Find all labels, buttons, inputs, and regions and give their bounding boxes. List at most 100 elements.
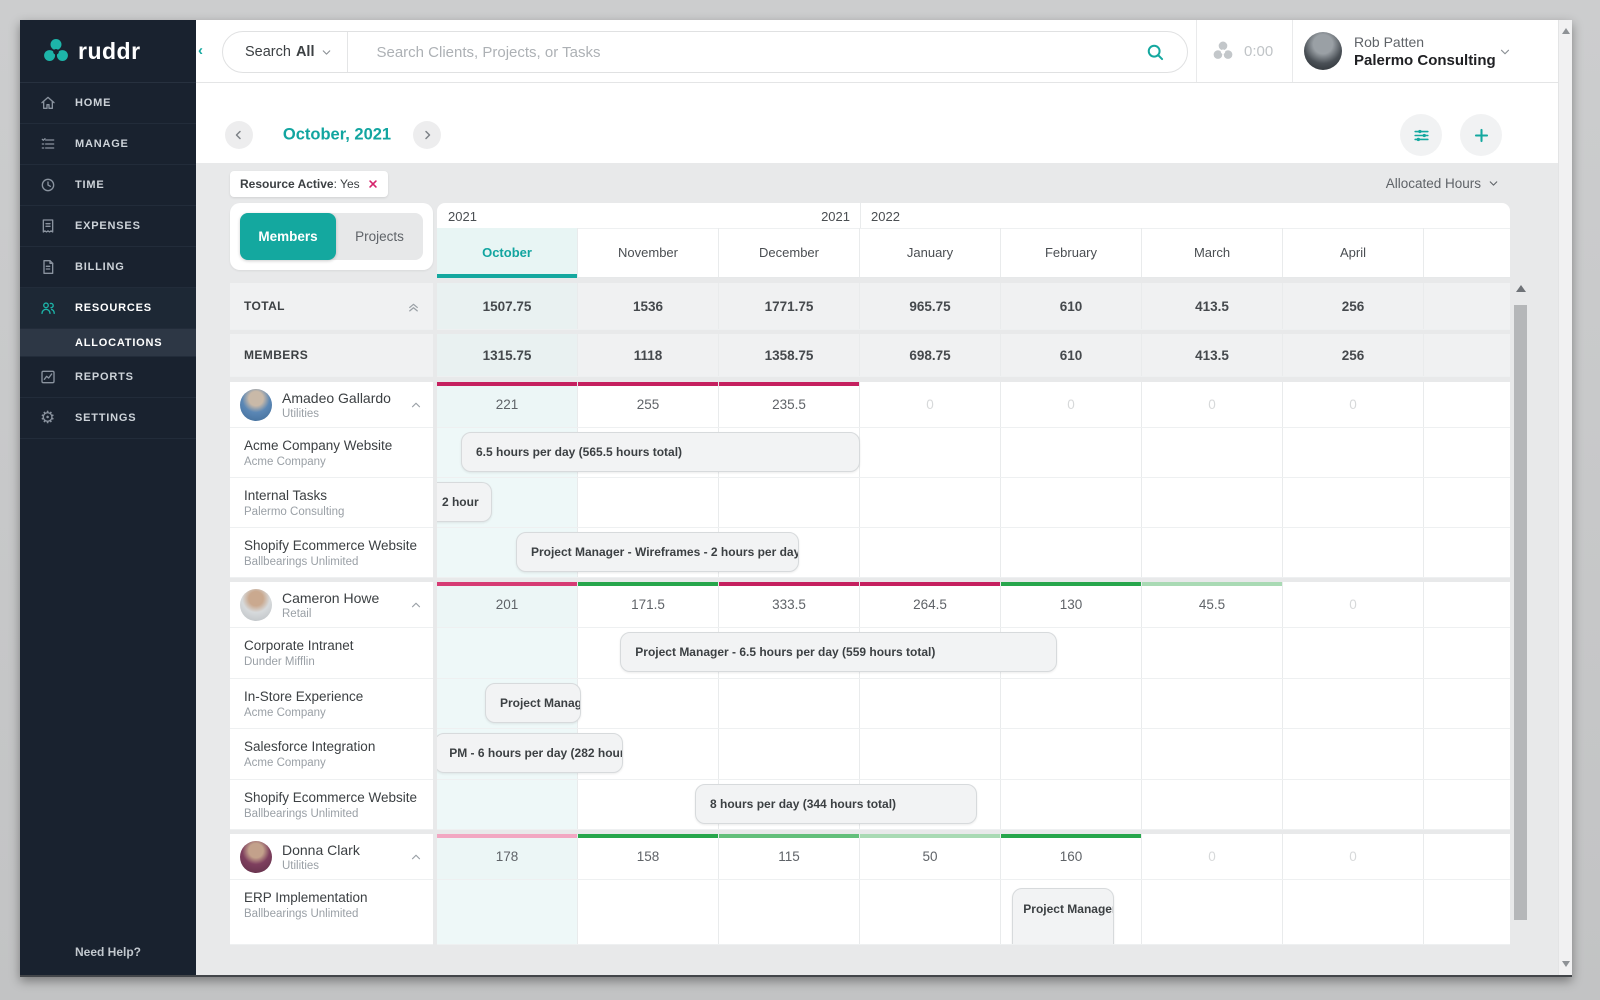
members-values-row: 1315.75 1118 1358.75 698.75 610 413.5 25… bbox=[437, 334, 1510, 377]
hours-cell: 0 bbox=[1283, 382, 1424, 427]
project-row-header[interactable]: Acme Company Website Acme Company bbox=[230, 428, 433, 478]
allocation-bar[interactable]: Project Manager - 8 h bbox=[1012, 888, 1114, 944]
next-period-button[interactable] bbox=[413, 121, 441, 149]
hours-cell: 201 bbox=[437, 582, 578, 627]
chevron-up-icon[interactable] bbox=[409, 398, 423, 412]
workspace-name: Palermo Consulting bbox=[1354, 51, 1496, 69]
global-search: Search All bbox=[222, 31, 1188, 73]
sidebar-item-home[interactable]: HOME bbox=[20, 83, 196, 124]
sidebar-collapse-icon[interactable]: ‹ bbox=[198, 42, 203, 59]
user-menu[interactable]: Rob Patten Palermo Consulting bbox=[1304, 20, 1496, 82]
scrollbar-thumb[interactable] bbox=[1514, 305, 1527, 920]
need-help-link[interactable]: Need Help? bbox=[74, 945, 141, 959]
search-scope-dropdown[interactable]: Search All bbox=[223, 44, 347, 60]
project-row-header[interactable]: Corporate Intranet Dunder Mifflin bbox=[230, 628, 433, 679]
total-cell bbox=[1424, 283, 1510, 329]
sidebar-item-manage[interactable]: MANAGE bbox=[20, 124, 196, 165]
members-row-header: MEMBERS bbox=[230, 334, 433, 377]
filter-chip-resource-active[interactable]: Resource Active : Yes bbox=[230, 171, 388, 197]
utilization-strip bbox=[578, 382, 718, 386]
sidebar-item-time[interactable]: TIME bbox=[20, 165, 196, 206]
month-header-november[interactable]: November bbox=[578, 228, 719, 277]
hours-cell: 171.5 bbox=[578, 582, 719, 627]
month-header-december[interactable]: December bbox=[719, 228, 860, 277]
hours-mode-dropdown[interactable]: Allocated Hours bbox=[1386, 176, 1500, 191]
allocation-bar[interactable]: PM - 6 hours per day (282 hours bbox=[437, 733, 624, 773]
hours-cell: 0 bbox=[1142, 382, 1283, 427]
project-row-header[interactable]: Salesforce Integration Acme Company bbox=[230, 729, 433, 780]
total-cell: 1507.75 bbox=[437, 283, 578, 329]
month-header-march[interactable]: March bbox=[1142, 228, 1283, 277]
allocation-bar[interactable]: 8 hours per day (344 hours total) bbox=[695, 784, 978, 824]
utilization-strip bbox=[1001, 582, 1141, 586]
project-row-header[interactable]: Shopify Ecommerce Website Ballbearings Un… bbox=[230, 780, 433, 830]
month-header-october[interactable]: October bbox=[437, 228, 578, 278]
topbar: ‹ Search All 0:00 Rob Patten bbox=[196, 20, 1558, 83]
filters-button[interactable] bbox=[1400, 114, 1442, 156]
sidebar-item-billing[interactable]: BILLING bbox=[20, 247, 196, 288]
member-row[interactable]: Cameron Howe Retail bbox=[230, 582, 433, 628]
hours-cell: 0 bbox=[1283, 582, 1424, 627]
allocation-bar[interactable]: 6.5 hours per day (565.5 hours total) bbox=[460, 432, 860, 472]
brand-logo[interactable]: ruddr bbox=[20, 20, 196, 83]
allocation-bar[interactable]: Project Manager - 6.5 hours per day (559… bbox=[620, 632, 1058, 672]
project-row-header[interactable]: ERP Implementation Ballbearings Unlimited bbox=[230, 880, 433, 945]
year-label: 2022 bbox=[871, 209, 900, 224]
sidebar-item-resources[interactable]: RESOURCES bbox=[20, 288, 196, 329]
year-label: 2021 bbox=[821, 209, 850, 224]
member-row[interactable]: Amadeo Gallardo Utilities bbox=[230, 382, 433, 428]
chevron-up-icon[interactable] bbox=[409, 598, 423, 612]
sidebar-item-settings[interactable]: ⚙ SETTINGS bbox=[20, 398, 196, 439]
member-row[interactable]: Donna Clark Utilities bbox=[230, 834, 433, 880]
utilization-strip bbox=[1142, 582, 1282, 586]
chevrons-up-icon[interactable] bbox=[406, 299, 421, 314]
month-header-february[interactable]: February bbox=[1001, 228, 1142, 277]
divider bbox=[860, 203, 861, 228]
month-header-january[interactable]: January bbox=[860, 228, 1001, 277]
sidebar-item-reports[interactable]: REPORTS bbox=[20, 357, 196, 398]
timer-clover-icon bbox=[1213, 41, 1233, 59]
period-label[interactable]: October, 2021 bbox=[282, 125, 392, 144]
utilization-strip bbox=[719, 382, 859, 386]
prev-period-button[interactable] bbox=[225, 121, 253, 149]
tab-members[interactable]: Members bbox=[240, 213, 336, 260]
month-header-april[interactable]: April bbox=[1283, 228, 1424, 277]
list-icon bbox=[40, 136, 66, 152]
project-row-header[interactable]: Internal Tasks Palermo Consulting bbox=[230, 478, 433, 528]
project-row-header[interactable]: Shopify Ecommerce Website Ballbearings Un… bbox=[230, 528, 433, 578]
chevron-up-icon[interactable] bbox=[409, 850, 423, 864]
close-icon[interactable] bbox=[368, 179, 378, 189]
utilization-strip bbox=[437, 582, 577, 586]
allocation-board: Members Projects TOTAL MEMBERS bbox=[230, 203, 1527, 945]
members-cell: 1358.75 bbox=[719, 334, 860, 376]
receipt-icon bbox=[40, 218, 66, 234]
utilization-strip bbox=[578, 834, 718, 838]
brand-name: ruddr bbox=[78, 37, 141, 64]
total-cell: 1536 bbox=[578, 283, 719, 329]
scroll-down-arrow[interactable] bbox=[1562, 961, 1570, 967]
month-header-partial bbox=[1424, 228, 1510, 277]
gear-icon: ⚙ bbox=[40, 408, 56, 427]
allocation-bar[interactable]: Project Manag bbox=[484, 683, 581, 723]
chevron-down-icon[interactable] bbox=[1498, 45, 1512, 64]
tab-projects[interactable]: Projects bbox=[355, 229, 404, 244]
hours-cell: 158 bbox=[578, 834, 719, 879]
add-allocation-button[interactable] bbox=[1460, 114, 1502, 156]
search-input[interactable] bbox=[348, 43, 1145, 61]
timer-widget[interactable]: 0:00 bbox=[1212, 20, 1273, 82]
hours-cell: 221 bbox=[437, 382, 578, 427]
search-icon[interactable] bbox=[1145, 42, 1165, 62]
project-row-header[interactable]: In-Store Experience Acme Company bbox=[230, 679, 433, 729]
scroll-up-arrow[interactable] bbox=[1562, 28, 1570, 34]
home-icon bbox=[40, 95, 66, 111]
allocation-bar[interactable]: Project Manager - Wireframes - 2 hours p… bbox=[515, 532, 800, 572]
project-allocation-row: 6.5 hours per day (565.5 hours total) bbox=[437, 428, 1510, 478]
sidebar-item-expenses[interactable]: EXPENSES bbox=[20, 206, 196, 247]
utilization-strip bbox=[437, 834, 577, 838]
allocation-bar[interactable]: 2 hour bbox=[437, 482, 492, 522]
project-allocation-row: 8 hours per day (344 hours total) bbox=[437, 780, 1510, 830]
utilization-strip bbox=[1001, 834, 1141, 838]
scroll-up-arrow[interactable] bbox=[1516, 285, 1526, 292]
sidebar-item-allocations[interactable]: ALLOCATIONS bbox=[20, 329, 196, 357]
members-cell: 256 bbox=[1283, 334, 1424, 376]
